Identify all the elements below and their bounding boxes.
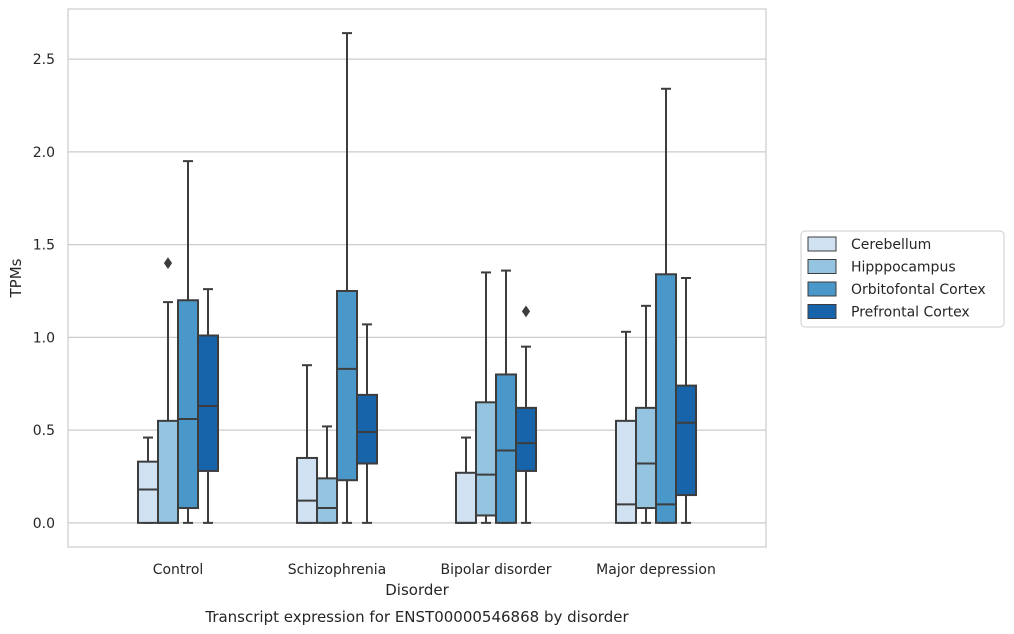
- box-prefrontal-cortex: [197, 288, 219, 524]
- box-iqr: [316, 477, 338, 524]
- x-axis-label: Disorder: [385, 581, 449, 599]
- legend-swatch: [807, 236, 837, 252]
- y-tick-label: 1.0: [33, 330, 55, 346]
- box-iqr: [336, 289, 358, 482]
- box-iqr: [455, 471, 477, 524]
- box-iqr: [137, 460, 159, 524]
- box-iqr: [615, 419, 637, 524]
- box-hipppocampus: [157, 257, 179, 524]
- y-tick-label: 0.0: [33, 516, 55, 532]
- box-orbitofontal-cortex: [495, 269, 517, 524]
- box-orbitofontal-cortex: [177, 160, 199, 524]
- box-orbitofontal-cortex: [336, 32, 358, 524]
- legend-label: Cerebellum: [851, 237, 931, 253]
- y-axis-label: TPMs: [7, 258, 25, 298]
- box-iqr: [675, 384, 697, 497]
- legend-label: Prefrontal Cortex: [851, 305, 970, 321]
- box-iqr: [495, 373, 517, 524]
- box-hipppocampus: [635, 304, 657, 524]
- x-tick-labels: Control Schizophrenia Bipolar disorder Majo…: [153, 562, 716, 578]
- legend-label: Hipppocampus: [851, 260, 956, 276]
- legend-swatch: [807, 281, 837, 297]
- outlier-point: [163, 257, 173, 270]
- box-iqr: [635, 406, 657, 510]
- box-iqr: [515, 406, 537, 472]
- box-cerebellum: [615, 330, 637, 524]
- x-tick-label: Schizophrenia: [288, 562, 386, 578]
- x-tick-label: Major depression: [596, 562, 716, 578]
- box-iqr: [356, 393, 378, 465]
- y-tick-label: 2.0: [33, 145, 55, 161]
- box-cerebellum: [455, 436, 477, 524]
- x-tick-label: Bipolar disorder: [440, 562, 551, 578]
- y-tick-label: 2.5: [33, 52, 55, 68]
- box-iqr: [296, 456, 318, 524]
- box-hipppocampus: [316, 425, 338, 524]
- box-iqr: [177, 299, 199, 510]
- box-cerebellum: [137, 436, 159, 524]
- y-tick-labels: 0.0 0.5 1.0 1.5 2.0 2.5: [33, 52, 55, 532]
- legend-frame: [800, 230, 1005, 328]
- box-orbitofontal-cortex: [655, 87, 677, 524]
- legend-label: Orbitofontal Cortex: [851, 282, 986, 298]
- legend-swatch: [807, 259, 837, 274]
- box-prefrontal-cortex: [675, 277, 697, 524]
- legend: Cerebellum Hipppocampus Orbitofontal Corte…: [800, 230, 1005, 328]
- box-iqr: [157, 419, 179, 524]
- outlier-point: [521, 305, 531, 318]
- chart-caption: Transcript expression for ENST0000054686…: [204, 608, 629, 626]
- box-hipppocampus: [475, 271, 497, 524]
- x-tick-label: Control: [153, 562, 204, 578]
- legend-swatch: [807, 304, 837, 319]
- plot-frame: [67, 8, 767, 548]
- y-tick-label: 1.5: [33, 238, 55, 254]
- box-iqr: [475, 401, 497, 517]
- box-prefrontal-cortex: [356, 323, 378, 524]
- box-cerebellum: [296, 364, 318, 524]
- box-iqr: [197, 334, 219, 472]
- box-iqr: [655, 273, 677, 524]
- y-tick-label: 0.5: [33, 423, 55, 439]
- box-groups: [137, 32, 697, 524]
- box-prefrontal-cortex: [515, 305, 537, 524]
